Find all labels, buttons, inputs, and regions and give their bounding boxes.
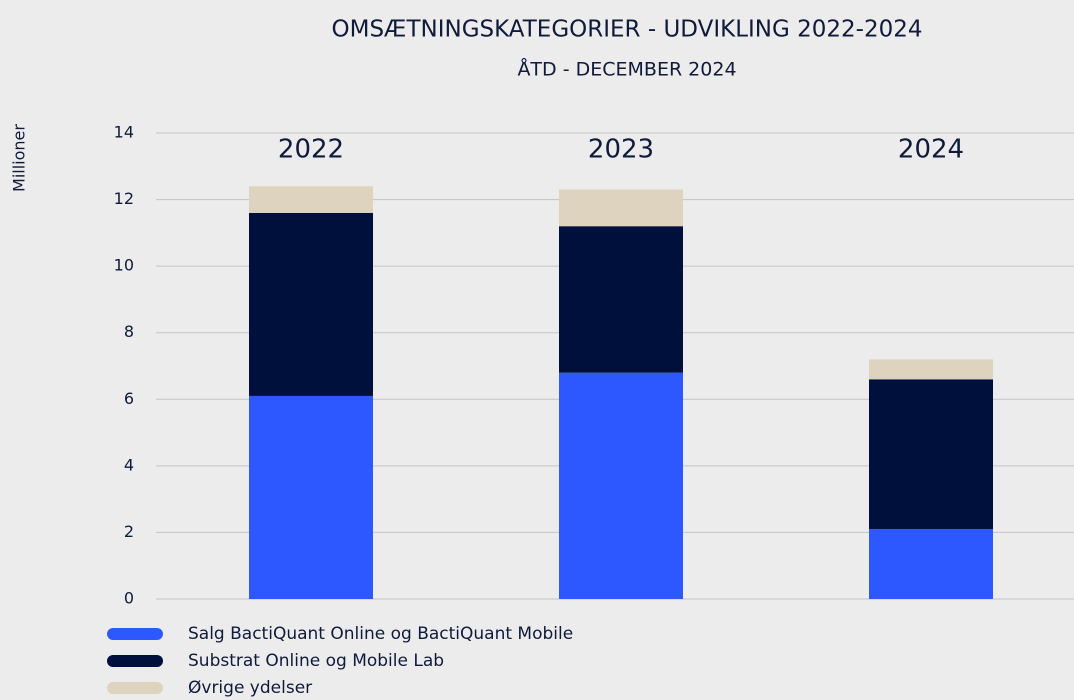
y-tick-label: 12 <box>114 189 134 208</box>
bar-segment <box>249 186 373 213</box>
y-tick-label: 0 <box>124 589 134 608</box>
y-axis-label: Millioner <box>10 124 29 192</box>
chart-subtitle: ÅTD - DECEMBER 2024 <box>517 58 736 81</box>
bar-segment <box>249 395 373 599</box>
bar-segment <box>869 359 993 380</box>
bar-segment <box>869 529 993 599</box>
y-tick-label: 8 <box>124 322 134 341</box>
y-tick-label: 2 <box>124 522 134 541</box>
bar-segment <box>559 189 683 227</box>
legend-label: Øvrige ydelser <box>188 678 312 698</box>
bar-segment <box>559 226 683 373</box>
y-tick-label: 6 <box>124 389 134 408</box>
category-label: 2023 <box>588 135 654 165</box>
legend-label: Salg BactiQuant Online og BactiQuant Mob… <box>188 624 573 644</box>
chart-title: OMSÆTNINGSKATEGORIER - UDVIKLING 2022-20… <box>332 17 923 43</box>
legend-swatch <box>107 628 163 640</box>
bar-segment <box>559 372 683 599</box>
legend-swatch <box>107 682 163 694</box>
y-tick-label: 10 <box>114 256 134 275</box>
y-tick-label: 4 <box>124 455 134 474</box>
category-label: 2022 <box>278 135 344 165</box>
legend-swatch <box>107 655 163 667</box>
y-tick-label: 14 <box>114 123 134 142</box>
bar-segment <box>249 212 373 396</box>
bar-segment <box>869 379 993 530</box>
category-label: 2024 <box>898 135 964 165</box>
legend-label: Substrat Online og Mobile Lab <box>188 651 444 671</box>
